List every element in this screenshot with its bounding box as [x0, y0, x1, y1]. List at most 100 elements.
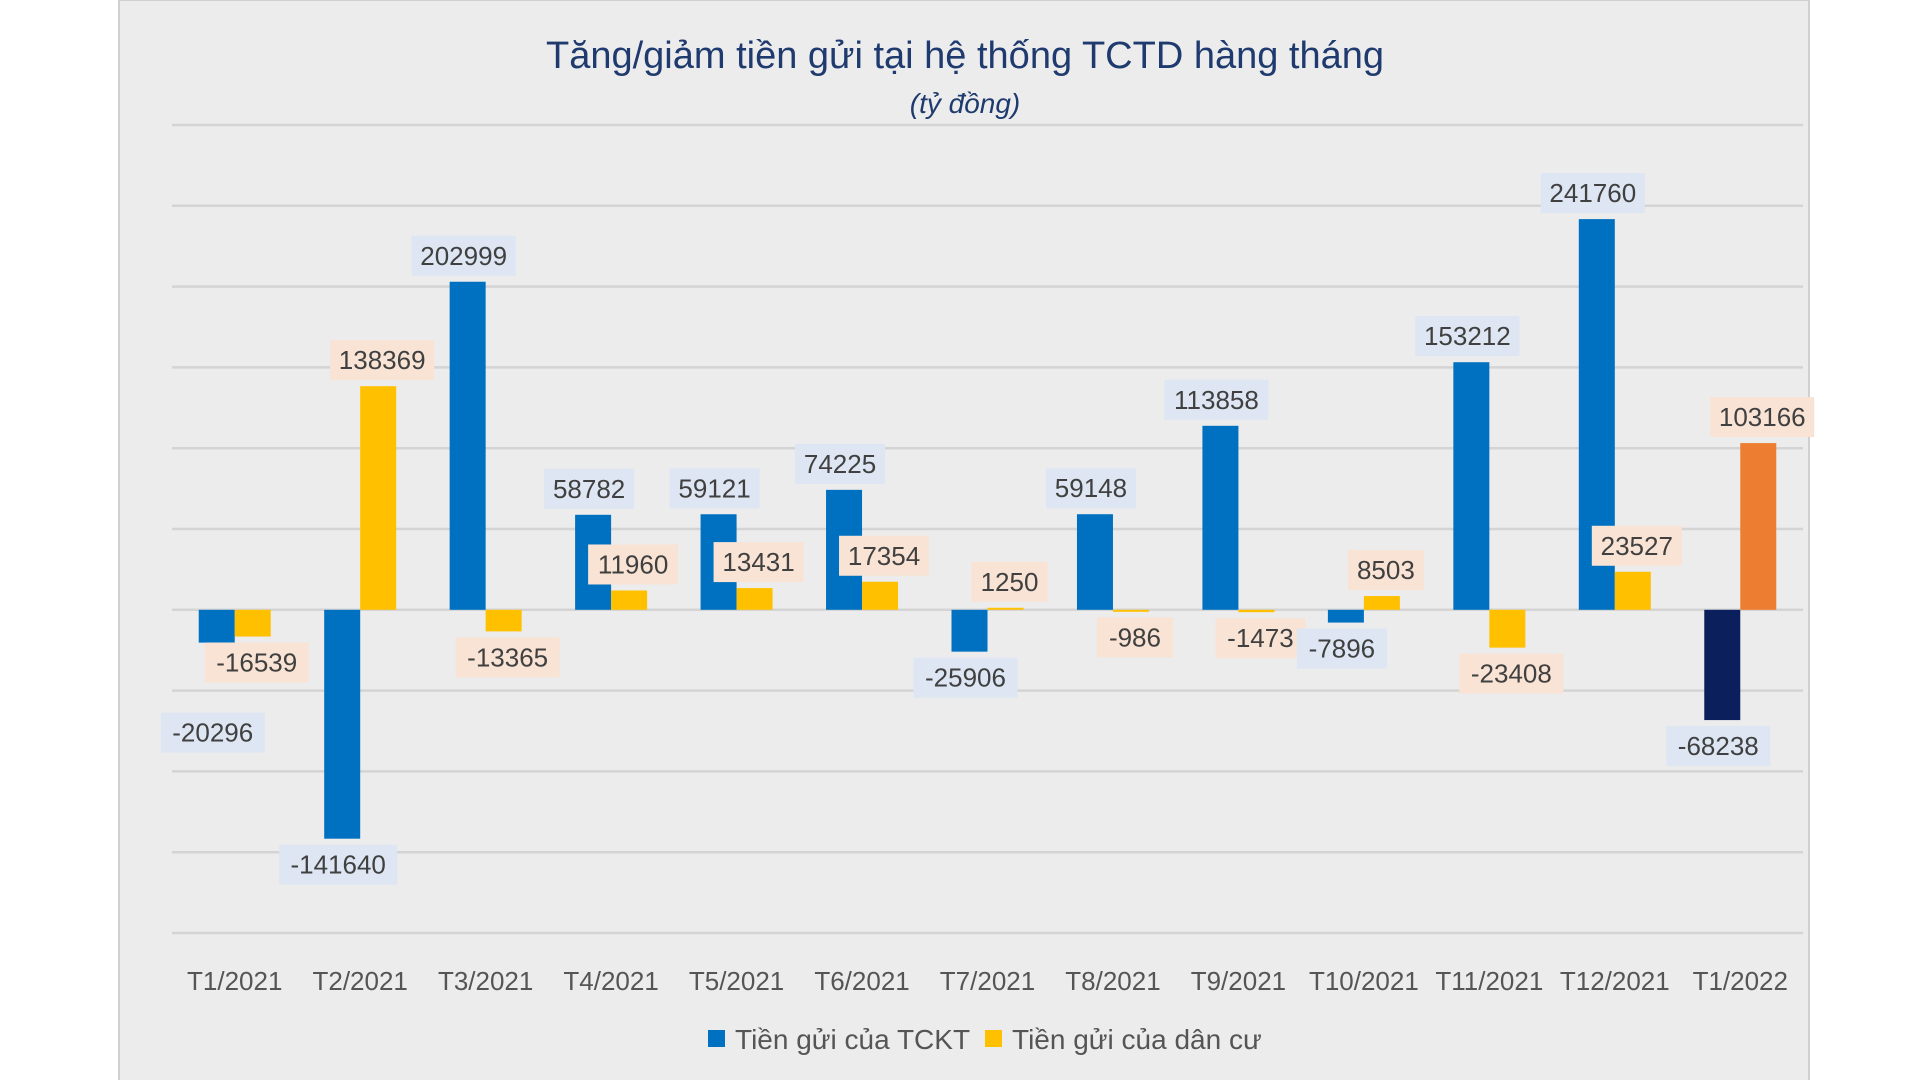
bar-dan-cu — [862, 581, 899, 610]
bar-tckt — [1076, 514, 1113, 610]
data-label-bg — [713, 542, 804, 583]
data-label-bg — [455, 637, 560, 678]
data-label-bg — [1045, 468, 1136, 509]
data-label-dan-cu: -23408 — [1459, 653, 1564, 694]
data-label-bg — [1540, 173, 1645, 214]
data-label-bg — [330, 340, 435, 381]
data-label-tckt: -141640 — [279, 844, 398, 885]
data-label-dan-cu: 13431 — [713, 542, 804, 583]
chart-subtitle: (tỷ đồng) — [910, 88, 1021, 119]
bar-dan-cu — [1740, 443, 1777, 610]
data-label-dan-cu: 23527 — [1591, 525, 1682, 566]
data-label-dan-cu: 8503 — [1347, 550, 1424, 591]
data-label-text: 103166 — [1719, 402, 1806, 432]
data-label-bg — [160, 712, 265, 753]
data-label-text: -13365 — [467, 642, 548, 672]
data-label-text: 8503 — [1357, 555, 1415, 585]
data-label-bg — [913, 657, 1018, 698]
data-label-bg — [1459, 653, 1564, 694]
data-label-dan-cu: -13365 — [455, 637, 560, 678]
data-label-bg — [1296, 628, 1387, 669]
data-label-dan-cu: 103166 — [1710, 397, 1815, 438]
data-label-text: 59148 — [1055, 473, 1127, 503]
data-label-tckt: -68238 — [1666, 726, 1771, 767]
data-label-tckt: -20296 — [160, 712, 265, 753]
bar-dan-cu — [1238, 609, 1275, 613]
legend-label: Tiền gửi của TCKT — [735, 1024, 970, 1055]
bar-dan-cu — [987, 607, 1024, 610]
x-tick-label: T6/2021 — [814, 966, 909, 996]
x-tick-label: T8/2021 — [1065, 966, 1160, 996]
data-label-dan-cu: 1250 — [971, 561, 1048, 602]
bar-dan-cu — [736, 588, 773, 610]
data-label-dan-cu: -1473 — [1215, 618, 1306, 659]
data-label-text: -7896 — [1309, 634, 1376, 664]
data-label-tckt: 241760 — [1540, 173, 1645, 214]
data-label-tckt: -25906 — [913, 657, 1018, 698]
x-tick-label: T5/2021 — [689, 966, 784, 996]
data-label-tckt: 113858 — [1164, 379, 1269, 420]
bar-tckt — [1453, 362, 1490, 610]
bar-tckt — [1202, 425, 1239, 610]
data-label-bg — [1164, 379, 1269, 420]
bar-tckt — [449, 281, 486, 610]
chart-panel — [118, 0, 1810, 1080]
bar-tckt — [951, 609, 988, 652]
data-label-bg — [544, 468, 635, 509]
bar-dan-cu — [1363, 596, 1400, 610]
data-label-text: 241760 — [1549, 178, 1636, 208]
legend-label: Tiền gửi của dân cư — [1012, 1024, 1262, 1055]
data-label-text: -986 — [1109, 622, 1161, 652]
legend-swatch — [985, 1030, 1002, 1047]
data-label-bg — [1666, 726, 1771, 767]
data-label-dan-cu: 138369 — [330, 340, 435, 381]
bar-tckt — [1704, 609, 1741, 721]
data-label-tckt: 74225 — [795, 443, 886, 484]
x-tick-label: T11/2021 — [1435, 966, 1543, 996]
bar-dan-cu — [485, 609, 522, 632]
bar-dan-cu — [1489, 609, 1526, 648]
data-label-bg — [1215, 618, 1306, 659]
x-tick-label: T9/2021 — [1191, 966, 1286, 996]
x-tick-label: T4/2021 — [563, 966, 658, 996]
data-label-text: 202999 — [420, 241, 507, 271]
bar-dan-cu — [611, 590, 648, 610]
data-label-bg — [839, 535, 930, 576]
data-label-bg — [1415, 316, 1520, 357]
bar-tckt — [198, 609, 235, 643]
data-label-bg — [1591, 525, 1682, 566]
data-label-tckt: 58782 — [544, 468, 635, 509]
bar-dan-cu — [1112, 609, 1149, 612]
bar-dan-cu — [234, 609, 271, 637]
data-label-bg — [279, 844, 398, 885]
data-label-text: 11960 — [598, 549, 668, 579]
data-label-tckt: -7896 — [1296, 628, 1387, 669]
data-label-text: 23527 — [1601, 531, 1673, 561]
data-label-text: 13431 — [722, 547, 794, 577]
chart-title: Tăng/giảm tiền gửi tại hệ thống TCTD hàn… — [546, 35, 1384, 77]
x-tick-label: T7/2021 — [940, 966, 1035, 996]
data-label-bg — [204, 642, 309, 683]
x-tick-label: T1/2021 — [187, 966, 282, 996]
data-label-dan-cu: 11960 — [588, 544, 679, 585]
x-tick-label: T1/2022 — [1693, 966, 1788, 996]
data-label-tckt: 153212 — [1415, 316, 1520, 357]
data-label-text: -25906 — [925, 663, 1006, 693]
data-label-text: 153212 — [1424, 321, 1511, 351]
data-label-dan-cu: 17354 — [839, 535, 930, 576]
data-label-text: -1473 — [1227, 623, 1294, 653]
data-label-bg — [411, 235, 516, 276]
data-label-bg — [1710, 397, 1815, 438]
data-label-bg — [795, 443, 886, 484]
x-tick-label: T10/2021 — [1309, 966, 1419, 996]
data-label-tckt: 59121 — [669, 468, 760, 509]
data-label-text: 74225 — [804, 449, 876, 479]
data-label-text: 17354 — [848, 541, 920, 571]
data-label-text: 59121 — [678, 473, 750, 503]
data-label-dan-cu: -986 — [1096, 617, 1173, 658]
data-label-tckt: 202999 — [411, 235, 516, 276]
data-label-text: -23408 — [1471, 659, 1552, 689]
data-label-text: -16539 — [216, 648, 297, 678]
bar-dan-cu — [360, 386, 397, 610]
